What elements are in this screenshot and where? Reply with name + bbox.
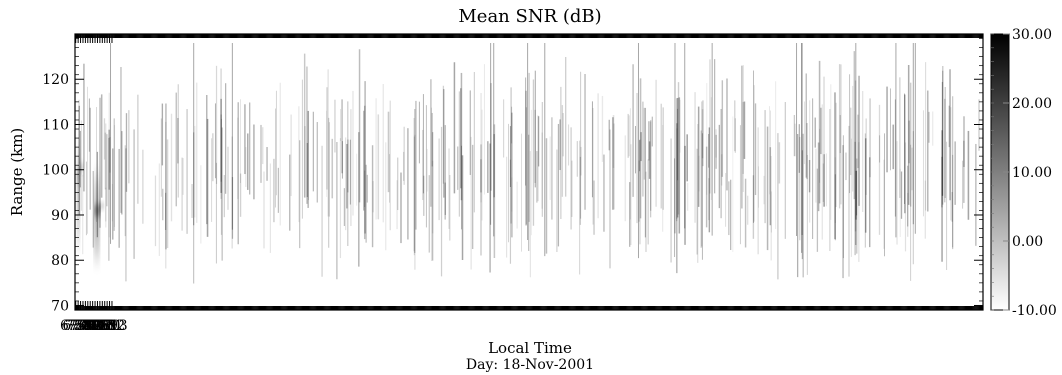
x-tick-label: 7:01 (67, 318, 98, 334)
colorbar: -10.00 0.00 10.00 20.00 30.00 (990, 27, 1057, 319)
x-tick-label: 7:05 (77, 318, 108, 334)
y-tick-label: 100 (42, 163, 69, 179)
colorbar-tick-label: 30.00 (1012, 27, 1052, 43)
x-axis-date-label: Day: 18-Nov-2001 (466, 357, 594, 373)
x-tick-label: 7:11 (91, 318, 122, 334)
y-tick-label: 90 (51, 208, 69, 224)
y-axis-label: Range (km) (8, 128, 26, 217)
x-tick-label: 7:00 (65, 318, 96, 334)
colorbar-tick-label: -10.00 (1012, 303, 1057, 319)
echo-feature (77, 133, 80, 261)
y-tick-label: 70 (51, 298, 69, 314)
y-tick-label: 80 (51, 253, 69, 269)
y-tick-label: 120 (42, 72, 69, 88)
x-tick-label: 7:10 (89, 318, 120, 334)
x-tick-label: 7:06 (79, 318, 111, 334)
x-tick-label: 7:03 (72, 318, 103, 334)
y-axis: 70 80 90 100 110 120 (42, 38, 983, 314)
echo-feature (99, 201, 104, 211)
x-tick-label: 7:02 (70, 318, 101, 334)
y-tick-label: 110 (42, 117, 69, 133)
colorbar-tick-label: 0.00 (1012, 234, 1043, 250)
x-axis-label: Local Time (488, 339, 572, 357)
x-tick-label: 7:13 (96, 318, 127, 334)
chart-title: Mean SNR (dB) (458, 6, 601, 27)
x-axis: 6:586:597:007:017:027:037:047:057:067:07… (60, 34, 984, 334)
echo-feature (77, 165, 80, 188)
echo-feature (79, 160, 83, 175)
plot-area (74, 33, 984, 311)
colorbar-tick-label: 10.00 (1012, 165, 1052, 181)
x-tick-label: 7:09 (87, 318, 118, 334)
x-tick-label: 7:08 (84, 318, 115, 334)
echo-noise (78, 43, 980, 284)
x-tick-label: 7:07 (82, 318, 113, 334)
x-tick-label: 7:04 (74, 318, 106, 334)
echo-feature (95, 201, 100, 220)
x-tick-label: 7:12 (94, 318, 125, 334)
x-tick-label: 6:58 (60, 318, 91, 334)
colorbar-tick-label: 20.00 (1012, 96, 1052, 112)
x-tick-label: 6:59 (62, 318, 93, 334)
